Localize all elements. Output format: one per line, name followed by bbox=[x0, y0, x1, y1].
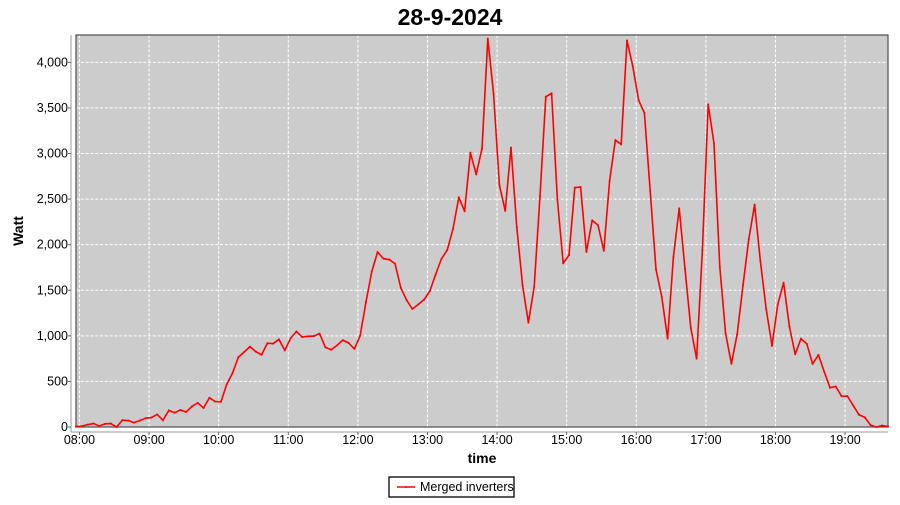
svg-text:17:00: 17:00 bbox=[690, 433, 721, 447]
svg-text:09:00: 09:00 bbox=[133, 433, 164, 447]
svg-text:08:00: 08:00 bbox=[64, 433, 95, 447]
svg-text:500: 500 bbox=[47, 374, 68, 388]
svg-text:19:00: 19:00 bbox=[829, 433, 860, 447]
svg-text:3,500: 3,500 bbox=[37, 101, 68, 115]
svg-text:18:00: 18:00 bbox=[760, 433, 791, 447]
svg-text:3,000: 3,000 bbox=[37, 147, 68, 161]
svg-text:2,500: 2,500 bbox=[37, 192, 68, 206]
svg-text:1,500: 1,500 bbox=[37, 283, 68, 297]
svg-text:13:00: 13:00 bbox=[412, 433, 443, 447]
svg-text:Merged inverters: Merged inverters bbox=[420, 480, 514, 494]
svg-text:12:00: 12:00 bbox=[342, 433, 373, 447]
svg-text:4,000: 4,000 bbox=[37, 55, 68, 69]
svg-text:10:00: 10:00 bbox=[203, 433, 234, 447]
svg-text:1,000: 1,000 bbox=[37, 329, 68, 343]
svg-text:14:00: 14:00 bbox=[481, 433, 512, 447]
svg-text:16:00: 16:00 bbox=[621, 433, 652, 447]
svg-text:Watt: Watt bbox=[10, 216, 26, 246]
svg-text:0: 0 bbox=[61, 420, 68, 434]
svg-text:time: time bbox=[468, 450, 497, 466]
svg-text:2,000: 2,000 bbox=[37, 238, 68, 252]
svg-text:11:00: 11:00 bbox=[273, 433, 303, 447]
svg-text:15:00: 15:00 bbox=[551, 433, 582, 447]
